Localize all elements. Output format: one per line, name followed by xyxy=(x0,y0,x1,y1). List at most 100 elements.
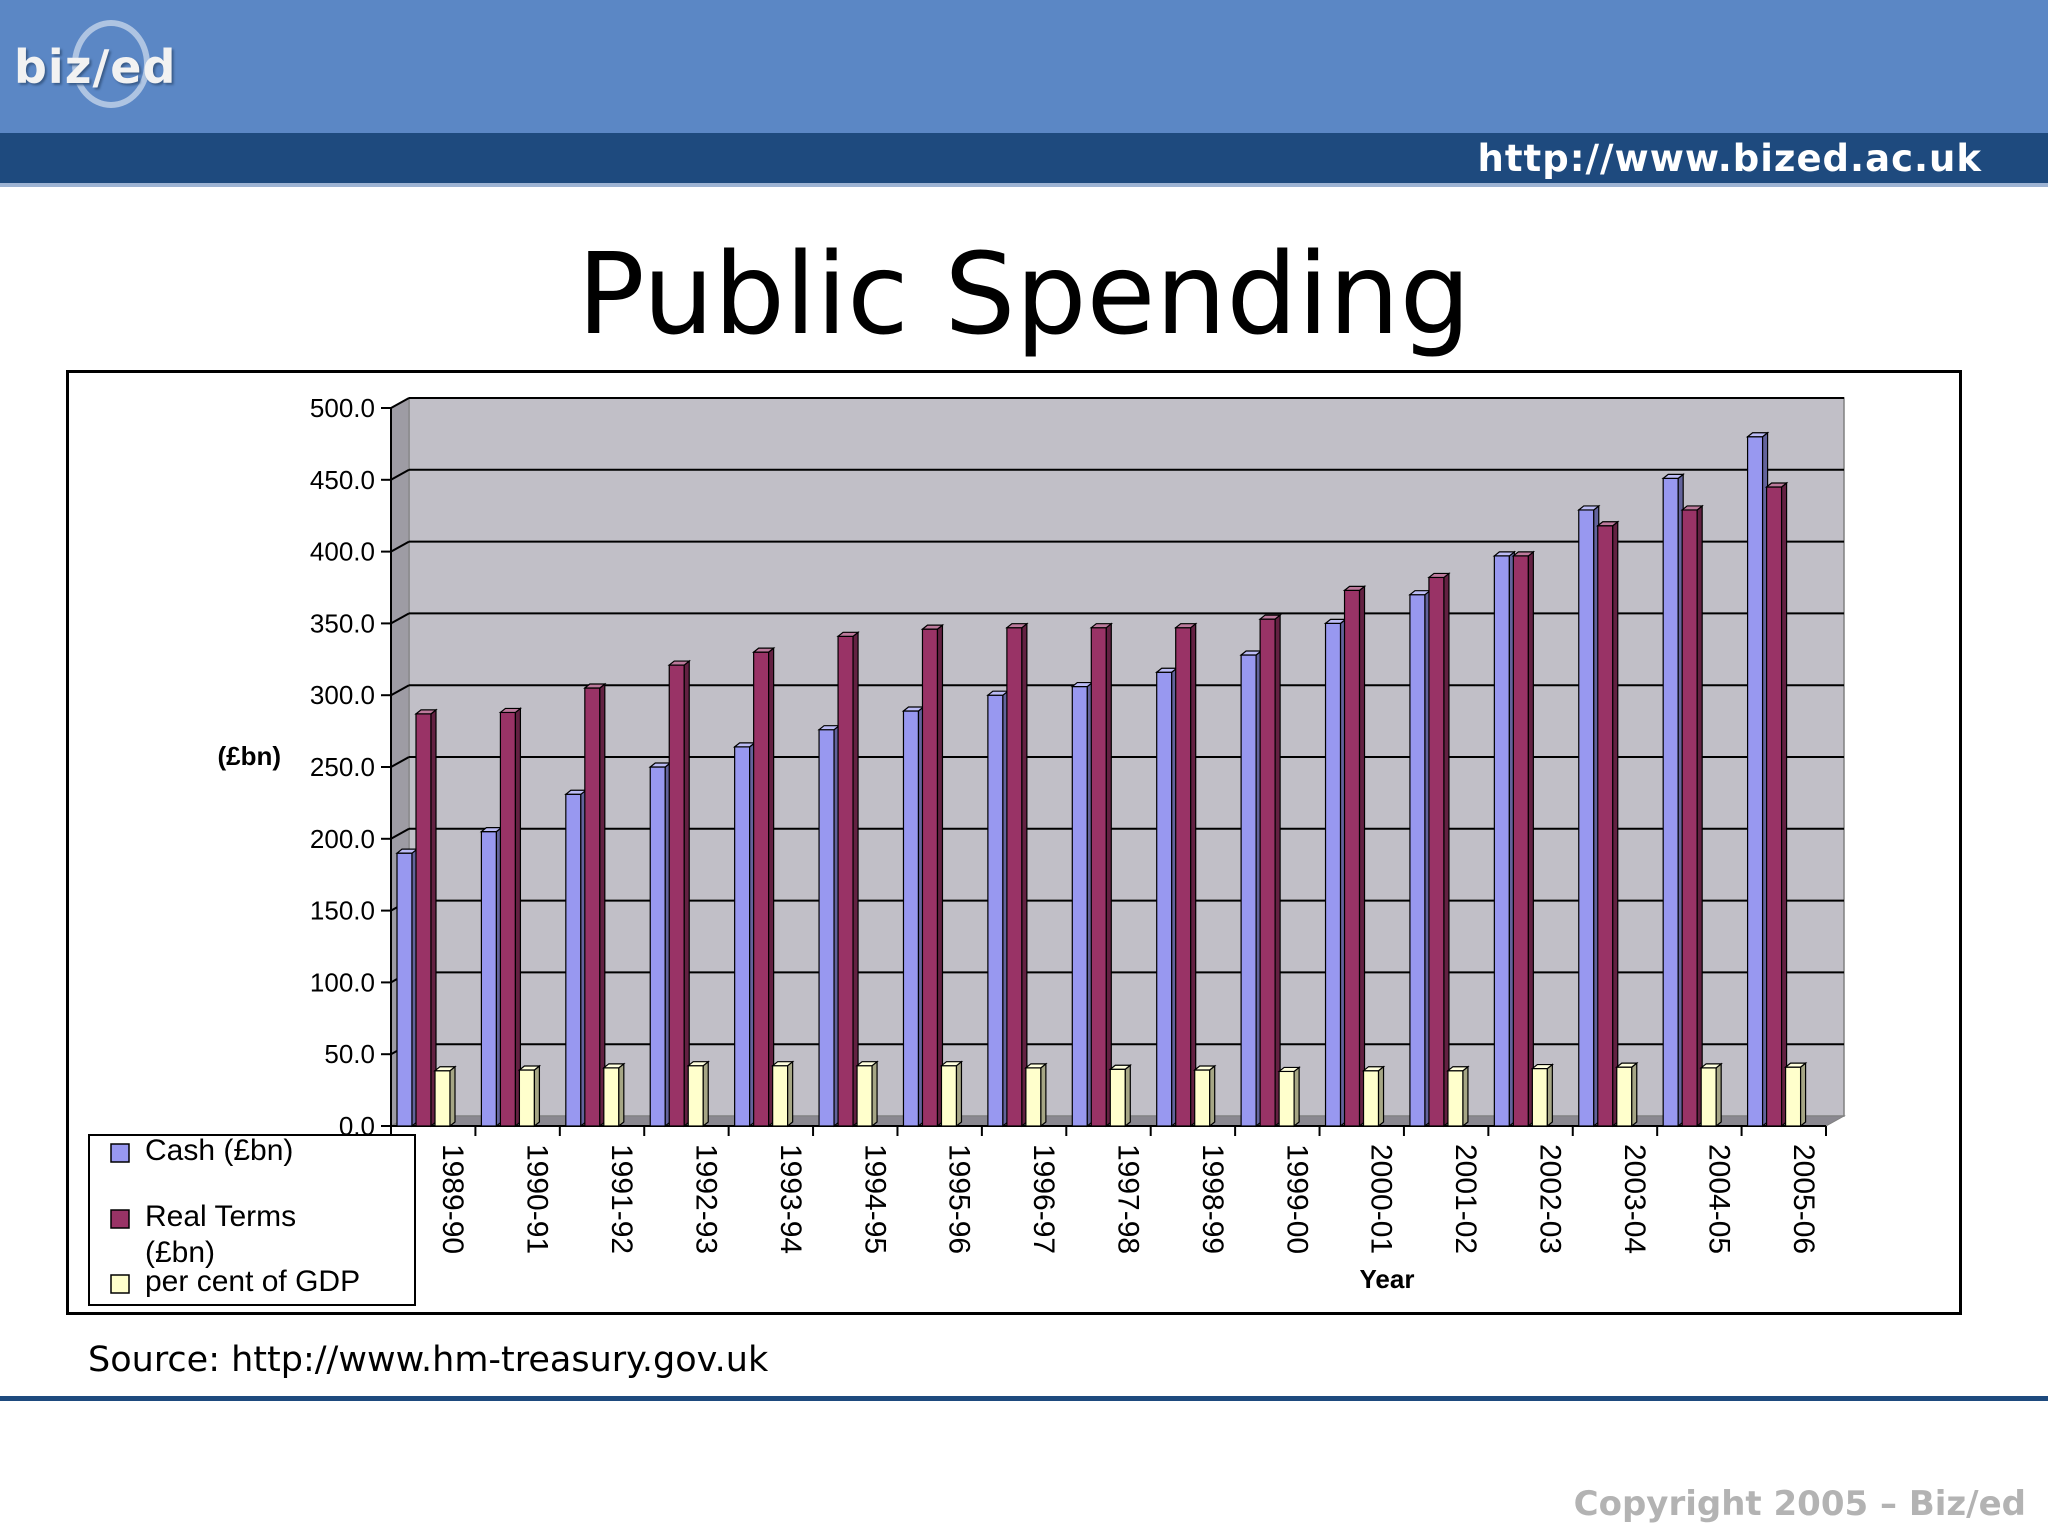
bar-top xyxy=(1596,521,1620,527)
logo-at-ring-icon xyxy=(72,20,150,108)
bar-top xyxy=(1258,614,1282,620)
bar-front xyxy=(1493,555,1510,1127)
legend-label: Real Terms (£bn) xyxy=(145,1200,296,1269)
bar-top xyxy=(1089,623,1114,629)
x-tick-label: 2002-03 xyxy=(1534,1144,1567,1254)
bar-side xyxy=(1124,1064,1131,1128)
header-bar xyxy=(0,133,2048,187)
bar-front xyxy=(1240,654,1257,1127)
bar-side xyxy=(514,707,522,1128)
x-tick-label: 2003-04 xyxy=(1618,1144,1651,1254)
gridline-side xyxy=(390,827,410,840)
bar-front xyxy=(1259,618,1276,1127)
legend-label: Cash (£bn) xyxy=(145,1134,293,1167)
bar-top xyxy=(1764,482,1789,488)
bar-front xyxy=(1343,589,1361,1127)
bar-side xyxy=(955,1060,963,1128)
footer-rule xyxy=(0,1396,2048,1401)
bar-top xyxy=(1342,585,1367,591)
bar-front xyxy=(434,1070,451,1127)
bar-top xyxy=(836,631,860,637)
bar-front xyxy=(734,746,751,1127)
bar-side xyxy=(1105,622,1112,1128)
bized-logo[interactable]: biz/ed xyxy=(14,18,214,118)
bar-side xyxy=(702,1060,709,1128)
bar-top xyxy=(1530,1063,1555,1070)
bar-top xyxy=(1427,572,1451,579)
bar-side xyxy=(1527,550,1534,1128)
bar-front xyxy=(902,710,920,1127)
x-tick-label: 1990-91 xyxy=(521,1144,554,1254)
bar-side xyxy=(1612,520,1619,1128)
y-tick-label: 500.0 xyxy=(310,393,375,423)
bar-front xyxy=(396,852,413,1127)
x-tick-label: 2001-02 xyxy=(1449,1144,1482,1254)
x-tick-label: 1997-98 xyxy=(1112,1144,1145,1254)
x-tick-label: 1991-92 xyxy=(605,1144,638,1254)
x-tick-label: 1994-95 xyxy=(858,1144,891,1254)
bar-top xyxy=(1192,1065,1217,1071)
gridline-side xyxy=(390,756,410,768)
bar-top xyxy=(667,660,691,666)
bar-front xyxy=(1616,1066,1633,1127)
x-tick-label: 1996-97 xyxy=(1027,1144,1060,1254)
legend-label: per cent of GDP xyxy=(145,1265,360,1298)
x-tick-label: 1998-99 xyxy=(1196,1144,1229,1254)
bar-side xyxy=(683,659,690,1128)
bar-front xyxy=(1194,1069,1211,1127)
bar-front xyxy=(584,687,601,1127)
bar-side xyxy=(618,1062,625,1128)
bar-side xyxy=(787,1060,794,1128)
bar-top xyxy=(1492,551,1517,557)
bar-top xyxy=(939,1061,964,1067)
bar-top xyxy=(1005,623,1029,629)
bar-side xyxy=(1799,1061,1807,1128)
bar-side xyxy=(1274,613,1281,1128)
x-tick-label: 1995-96 xyxy=(943,1144,976,1254)
slide-title: Public Spending xyxy=(577,230,1471,360)
bar-front xyxy=(1765,486,1783,1127)
bar-front xyxy=(1597,525,1614,1127)
public-spending-chart: 0.050.0100.0150.0200.0250.0300.0350.0400… xyxy=(88,393,1846,1306)
bar-side xyxy=(1021,622,1028,1128)
bar-top xyxy=(1173,623,1198,629)
y-tick-label: 50.0 xyxy=(324,1039,375,1069)
bar-front xyxy=(856,1065,873,1127)
bar-front xyxy=(565,793,582,1127)
bar-front xyxy=(518,1069,536,1127)
bar-side xyxy=(1443,572,1450,1128)
y-tick-label: 150.0 xyxy=(310,896,375,926)
x-tick-label: 2004-05 xyxy=(1702,1144,1735,1254)
copyright-text: Copyright 2005 – Biz/ed xyxy=(1573,1484,2026,1524)
bar-front xyxy=(687,1065,704,1127)
bar-side xyxy=(1462,1065,1469,1128)
y-tick-label: 250.0 xyxy=(310,752,375,782)
bar-front xyxy=(1006,627,1023,1127)
bar-top xyxy=(414,709,438,715)
bar-side xyxy=(1780,481,1788,1128)
bar-front xyxy=(480,831,498,1127)
bar-side xyxy=(1209,1064,1216,1128)
x-tick-label: 1993-94 xyxy=(774,1144,807,1254)
bar-top xyxy=(1577,505,1601,511)
x-tick-label: 1992-93 xyxy=(689,1144,722,1254)
bar-front xyxy=(499,711,517,1127)
bar-front xyxy=(1700,1067,1717,1127)
header-band xyxy=(0,0,2048,133)
bar-front xyxy=(668,664,685,1127)
bar-top xyxy=(1680,505,1704,511)
bar-side xyxy=(1631,1061,1638,1128)
bar-front xyxy=(987,694,1004,1127)
bar-side xyxy=(936,623,944,1128)
bar-front xyxy=(1409,594,1426,1127)
chart-frame: 0.0 50.0 100.0 150.0 200.0 250.0 300.0 350.0 400… xyxy=(66,370,1962,1315)
bar-front xyxy=(1746,436,1764,1127)
site-url[interactable]: http://www.bized.ac.uk xyxy=(1477,137,1982,180)
source-note: Source: http://www.hm-treasury.gov.uk xyxy=(88,1340,769,1380)
bar-front xyxy=(415,713,432,1127)
bar-side xyxy=(1696,504,1703,1128)
bar-front xyxy=(1578,509,1595,1127)
x-tick-label: 2000-01 xyxy=(1365,1144,1398,1254)
bar-front xyxy=(1071,685,1088,1127)
y-tick-label: 100.0 xyxy=(310,967,375,997)
